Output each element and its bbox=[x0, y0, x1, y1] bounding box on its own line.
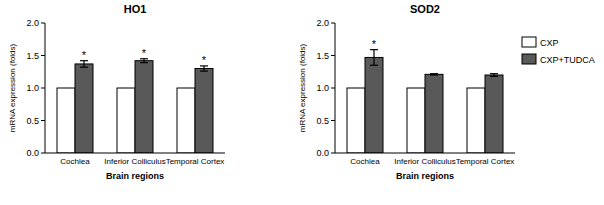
error-cap bbox=[430, 73, 438, 74]
chart-1: SOD2 0.0 0.5 1.0 1.5 2.0 mRNA expression (fold… bbox=[298, 3, 595, 181]
bar bbox=[407, 88, 425, 153]
significance: * bbox=[82, 49, 87, 61]
y-tick-label: 2.0 bbox=[316, 18, 329, 28]
significance: * bbox=[202, 54, 207, 66]
x-tick-label: Temporal Cortex bbox=[166, 157, 225, 166]
y-tick bbox=[41, 88, 45, 89]
x-tick-label: Inferior Colliculus bbox=[394, 157, 455, 166]
y-tick bbox=[331, 120, 335, 121]
legend-swatch bbox=[522, 37, 536, 47]
bar bbox=[485, 75, 503, 153]
error-bar bbox=[140, 59, 148, 63]
bar bbox=[365, 57, 383, 153]
y-tick-label: 1.0 bbox=[316, 83, 329, 93]
bar bbox=[177, 88, 195, 153]
y-axis-label: mRNA expression (folds) bbox=[8, 43, 17, 132]
x-tick-label: Temporal Cortex bbox=[456, 157, 515, 166]
legend: CXP CXP+TUDCA bbox=[522, 37, 595, 65]
error-cap bbox=[370, 65, 378, 66]
y-axis-label: mRNA expression (folds) bbox=[298, 43, 307, 132]
bar bbox=[117, 88, 135, 153]
error-bar bbox=[200, 66, 208, 71]
legend-label: CXP+TUDCA bbox=[540, 55, 595, 65]
y-tick-label: 0.5 bbox=[26, 116, 39, 126]
x-axis-label: Brain regions bbox=[396, 171, 454, 181]
y-tick-label: 1.5 bbox=[316, 51, 329, 61]
bar bbox=[57, 88, 75, 153]
y-tick-label: 0.0 bbox=[316, 148, 329, 158]
bar bbox=[425, 74, 443, 153]
error-bar bbox=[490, 74, 498, 77]
error-cap bbox=[140, 62, 148, 63]
title: HO1 bbox=[124, 3, 147, 15]
figure: HO1 0.0 0.5 1.0 1.5 2.0 mRNA expression (folds… bbox=[0, 0, 604, 205]
y-axis bbox=[45, 23, 46, 153]
y-tick-label: 0.5 bbox=[316, 116, 329, 126]
bar bbox=[467, 88, 485, 153]
x-axis bbox=[335, 153, 515, 154]
bar bbox=[347, 88, 365, 153]
error-cap bbox=[80, 67, 88, 68]
title: SOD2 bbox=[410, 3, 440, 15]
bar bbox=[75, 64, 93, 153]
y-tick bbox=[41, 55, 45, 56]
y-tick bbox=[41, 153, 45, 154]
y-tick-label: 0.0 bbox=[26, 148, 39, 158]
error-cap bbox=[200, 70, 208, 71]
y-tick-label: 1.5 bbox=[26, 51, 39, 61]
x-axis bbox=[45, 153, 225, 154]
significance: * bbox=[142, 47, 147, 59]
error-bar bbox=[370, 50, 378, 66]
y-tick bbox=[41, 120, 45, 121]
error-cap bbox=[490, 76, 498, 77]
error-cap bbox=[490, 73, 498, 74]
bars bbox=[57, 59, 213, 153]
legend-label: CXP bbox=[540, 38, 559, 48]
significance: * bbox=[372, 38, 377, 50]
bar bbox=[135, 61, 153, 153]
x-axis-label: Brain regions bbox=[106, 171, 164, 181]
error-cap bbox=[430, 74, 438, 75]
x-tick-label: Inferior Colliculus bbox=[104, 157, 165, 166]
error-stem bbox=[203, 66, 204, 71]
error-stem bbox=[373, 50, 374, 66]
x-tick-label: Cochlea bbox=[60, 157, 90, 166]
bars bbox=[347, 50, 503, 153]
y-tick bbox=[331, 88, 335, 89]
y-tick bbox=[331, 153, 335, 154]
y-tick bbox=[41, 23, 45, 24]
legend-swatch bbox=[522, 54, 536, 64]
y-tick-label: 1.0 bbox=[26, 83, 39, 93]
chart-0: HO1 0.0 0.5 1.0 1.5 2.0 mRNA expression (folds… bbox=[8, 3, 225, 181]
x-tick-label: Cochlea bbox=[350, 157, 380, 166]
y-axis bbox=[335, 23, 336, 153]
error-bar bbox=[80, 61, 88, 67]
bar bbox=[195, 69, 213, 154]
error-bar bbox=[430, 74, 438, 75]
y-tick bbox=[331, 55, 335, 56]
y-tick-label: 2.0 bbox=[26, 18, 39, 28]
error-stem bbox=[83, 61, 84, 67]
y-tick bbox=[331, 23, 335, 24]
